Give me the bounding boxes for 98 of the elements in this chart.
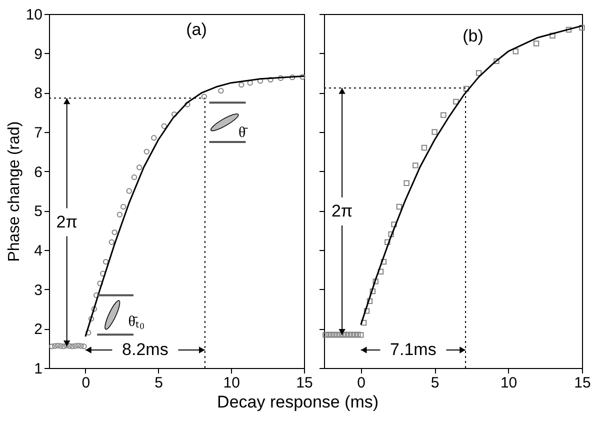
x-tick-label: 0 bbox=[357, 374, 366, 392]
y-tick-label: 7 bbox=[34, 124, 42, 142]
point bbox=[300, 74, 306, 80]
point bbox=[352, 332, 358, 338]
point bbox=[78, 343, 84, 349]
point bbox=[476, 70, 482, 76]
point bbox=[378, 268, 384, 274]
point bbox=[340, 332, 346, 338]
ref-line-label: 8.2ms bbox=[122, 340, 168, 359]
point bbox=[102, 258, 109, 265]
point bbox=[328, 332, 334, 338]
point bbox=[120, 204, 126, 210]
ref-line-label: 2π bbox=[331, 201, 353, 220]
x-tick-label: 5 bbox=[430, 374, 440, 392]
text: (b) bbox=[462, 26, 484, 46]
point bbox=[358, 332, 364, 338]
point bbox=[60, 344, 66, 350]
point bbox=[201, 94, 208, 100]
point bbox=[396, 204, 402, 210]
point bbox=[372, 278, 378, 284]
point bbox=[97, 280, 103, 286]
point bbox=[533, 40, 540, 46]
point bbox=[331, 332, 338, 338]
point bbox=[440, 112, 446, 118]
y-tick-label: 4 bbox=[34, 242, 42, 260]
point bbox=[88, 316, 94, 322]
ref-line-label: 7.1ms bbox=[390, 340, 436, 359]
point bbox=[151, 135, 157, 141]
point bbox=[512, 48, 518, 54]
point bbox=[218, 88, 224, 94]
point bbox=[75, 342, 81, 348]
point bbox=[238, 82, 244, 88]
point bbox=[144, 148, 150, 155]
point bbox=[337, 332, 344, 338]
point bbox=[494, 58, 500, 64]
point bbox=[184, 102, 190, 108]
point bbox=[566, 26, 572, 33]
point bbox=[131, 174, 138, 180]
y-tick-label: 10 bbox=[26, 6, 42, 24]
x-tick-label: 10 bbox=[223, 374, 240, 392]
point bbox=[278, 75, 284, 81]
point bbox=[69, 344, 76, 350]
point bbox=[453, 98, 459, 105]
point bbox=[343, 332, 349, 338]
point bbox=[334, 332, 340, 338]
point bbox=[380, 258, 387, 265]
point bbox=[136, 164, 142, 170]
point bbox=[112, 229, 118, 236]
point bbox=[388, 231, 394, 238]
x-axis-title: Decay response (ms) bbox=[217, 392, 379, 412]
point bbox=[463, 86, 470, 92]
point bbox=[384, 239, 390, 245]
y-tick-label: 5 bbox=[34, 203, 42, 220]
y-tick-label: 8 bbox=[34, 85, 42, 102]
point bbox=[268, 76, 274, 83]
point bbox=[49, 344, 55, 350]
ref-line-label: 2π bbox=[56, 212, 78, 232]
point bbox=[370, 288, 376, 294]
point bbox=[360, 320, 367, 326]
y-tick-label: 6 bbox=[34, 164, 42, 181]
point bbox=[349, 332, 355, 338]
point bbox=[126, 188, 132, 194]
y-tick-label: 2 bbox=[34, 321, 42, 338]
x-tick-label: 15 bbox=[574, 374, 591, 392]
point bbox=[412, 162, 418, 168]
point bbox=[58, 343, 64, 349]
point bbox=[54, 342, 61, 348]
point bbox=[81, 344, 87, 350]
point bbox=[404, 180, 410, 186]
point bbox=[326, 332, 332, 338]
x-tick-label: 15 bbox=[296, 374, 313, 392]
point bbox=[366, 298, 373, 304]
point bbox=[161, 123, 167, 129]
x-tick-label: 5 bbox=[154, 374, 163, 392]
point bbox=[421, 144, 428, 151]
point bbox=[72, 343, 78, 349]
point bbox=[391, 222, 397, 228]
chart-title: (a) bbox=[186, 20, 207, 39]
x-tick-label: 0 bbox=[82, 374, 90, 392]
point bbox=[52, 343, 58, 349]
annotation: θ̄ bbox=[238, 125, 249, 142]
annotation: θ̄ₜ₀ bbox=[128, 314, 145, 330]
point bbox=[579, 24, 585, 31]
point bbox=[290, 74, 296, 80]
y-tick-label: 9 bbox=[34, 46, 42, 63]
point bbox=[432, 129, 438, 135]
point bbox=[116, 212, 123, 218]
y-axis-title: Phase change (rad) bbox=[6, 121, 23, 262]
point bbox=[108, 239, 114, 245]
point bbox=[91, 306, 98, 312]
y-tick-label: 3 bbox=[34, 282, 42, 299]
y-tick-label: 1 bbox=[34, 360, 42, 378]
x-tick-label: 10 bbox=[500, 374, 518, 392]
point bbox=[322, 332, 328, 338]
point bbox=[355, 332, 361, 338]
point bbox=[346, 332, 352, 338]
point bbox=[364, 308, 370, 314]
point bbox=[550, 32, 556, 38]
